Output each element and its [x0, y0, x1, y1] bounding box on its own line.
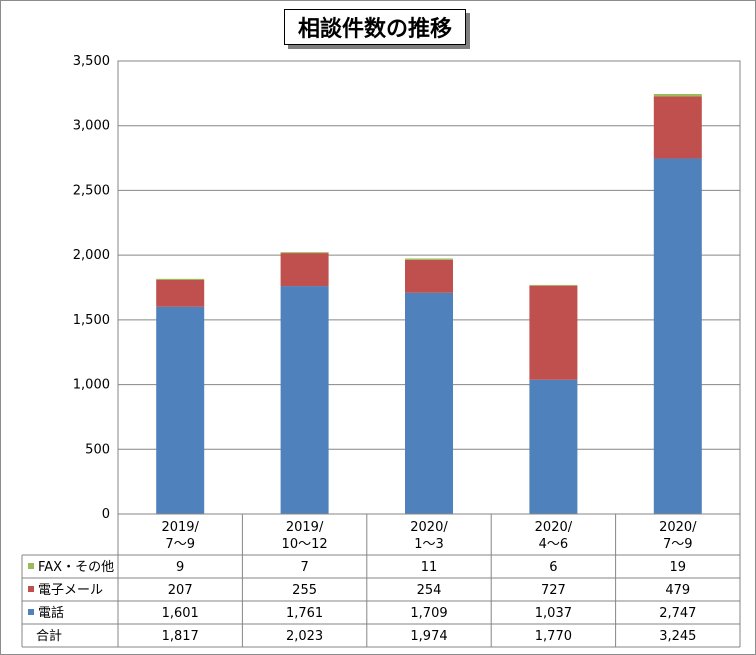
total-value: 1,974	[410, 629, 447, 644]
legend-label: 電子メール	[38, 583, 103, 598]
category-label: 7～9	[663, 537, 693, 552]
total-value: 3,245	[659, 629, 696, 644]
data-label: 254	[417, 583, 442, 598]
bar-fax-other	[405, 258, 453, 260]
category-label: 7～9	[165, 537, 195, 552]
data-label: 6	[549, 560, 557, 575]
data-label: 479	[665, 583, 690, 598]
bar-phone	[405, 292, 453, 514]
total-value: 1,817	[162, 629, 199, 644]
data-label: 11	[421, 560, 438, 575]
data-label: 2,747	[659, 606, 696, 621]
data-label: 1,709	[410, 606, 447, 621]
bar-email	[529, 285, 578, 380]
bar-email	[405, 259, 453, 293]
data-label: 19	[670, 560, 687, 575]
y-tick-label: 3,000	[73, 119, 110, 134]
data-label: 255	[292, 583, 317, 598]
y-tick-label: 3,500	[73, 54, 110, 69]
category-label: 2020/	[659, 520, 697, 535]
bar-phone	[280, 286, 329, 514]
y-tick-label: 1,500	[73, 313, 110, 328]
category-label: 4～6	[539, 537, 569, 552]
category-label: 2019/	[161, 520, 199, 535]
legend-label: FAX・その他	[38, 560, 114, 575]
y-tick-label: 2,500	[73, 183, 110, 198]
total-label: 合計	[36, 628, 62, 644]
bar-email	[280, 253, 329, 287]
bar-fax-other	[156, 278, 205, 280]
total-value: 1,770	[535, 629, 572, 644]
y-tick-label: 500	[85, 442, 110, 457]
bar-phone	[529, 379, 578, 514]
category-label: 2020/	[410, 520, 448, 535]
data-label: 727	[541, 583, 566, 598]
data-label: 7	[300, 560, 308, 575]
category-label: 2020/	[535, 520, 573, 535]
data-label: 9	[176, 560, 184, 575]
data-label: 1,037	[535, 606, 572, 621]
legend-key	[28, 586, 34, 592]
category-label: 10～12	[282, 537, 328, 552]
bar-fax-other	[529, 284, 578, 286]
bar-phone	[156, 306, 205, 514]
bar-fax-other	[653, 94, 702, 97]
y-tick-label: 1,000	[73, 378, 110, 393]
category-label: 1～3	[414, 537, 444, 552]
data-label: 1,601	[162, 606, 199, 621]
bar-email	[156, 279, 205, 307]
data-label: 207	[168, 583, 193, 598]
total-value: 2,023	[286, 629, 323, 644]
bar-fax-other	[280, 252, 329, 254]
y-tick-label: 0	[102, 507, 110, 522]
legend-label: 電話	[38, 605, 64, 621]
category-label: 2019/	[286, 520, 324, 535]
legend-key	[28, 609, 34, 615]
bar-email	[653, 96, 702, 159]
legend-key	[28, 563, 34, 569]
y-tick-label: 2,000	[73, 248, 110, 263]
data-label: 1,761	[286, 606, 323, 621]
chart-title: 相談件数の推移	[284, 9, 466, 45]
bar-phone	[653, 158, 702, 514]
